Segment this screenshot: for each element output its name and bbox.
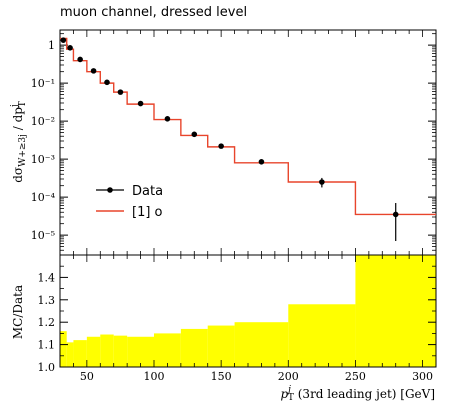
ratio-band-bin — [66, 342, 74, 367]
ratio-band-bin — [73, 340, 87, 367]
ratio-band-bin — [154, 333, 181, 367]
ratio-y-axis-label: MC/Data — [11, 285, 25, 339]
ratio-band-bin — [113, 335, 128, 367]
data-point — [77, 56, 83, 63]
data-point — [117, 89, 124, 95]
data-point — [164, 116, 171, 122]
x-tick-label: 250 — [345, 370, 366, 383]
ratio-band-bin — [234, 322, 289, 367]
x-tick-label: 150 — [211, 370, 232, 383]
data-point — [90, 68, 97, 74]
x-tick-label: 100 — [144, 370, 165, 383]
data-point — [392, 211, 399, 218]
main-y-axis-label: dσW+≥3j / dpjT — [10, 101, 28, 183]
ratio-band-bin — [127, 336, 154, 367]
ratio-y-tick-label: 1.1 — [38, 339, 56, 352]
ratio-y-tick-label: 1.4 — [38, 271, 56, 284]
data-point — [191, 131, 198, 138]
main-y-tick-label: 10⁻¹ — [31, 77, 55, 90]
legend: Data [1] o — [96, 184, 163, 220]
ratio-y-tick-label: 1.3 — [38, 294, 56, 307]
x-tick-label: 300 — [412, 370, 433, 383]
data-point — [60, 37, 67, 43]
legend-data-label: Data — [132, 184, 163, 199]
data-point — [258, 159, 265, 165]
data-points — [60, 37, 399, 242]
x-axis-label: pj T (3rd leading jet) [GeV] — [280, 385, 435, 403]
data-point — [104, 79, 110, 86]
ratio-y-tick-label: 1.2 — [38, 316, 56, 329]
main-y-tick-label: 10⁻³ — [31, 153, 55, 166]
ratio-band-bin — [180, 328, 208, 367]
legend-data-marker — [107, 187, 113, 193]
x-tick-label: 50 — [80, 370, 94, 383]
ratio-ticks: 1.0 1.1 1.2 1.3 1.4 50 100 150 200 250 300 — [38, 255, 436, 383]
ratio-band-bin — [86, 336, 101, 367]
chart-title: muon channel, dressed level — [60, 5, 247, 20]
main-y-tick-label: 1 — [48, 39, 55, 52]
data-point — [218, 143, 224, 149]
main-y-tick-label: 10⁻⁴ — [31, 191, 56, 204]
data-point — [137, 100, 144, 107]
main-plot-frame — [59, 29, 437, 256]
ratio-band-bin — [355, 255, 436, 367]
mc-step-line — [60, 37, 436, 216]
ratio-band-bin — [288, 304, 356, 367]
main-y-tick-label: 10⁻⁵ — [31, 229, 55, 242]
data-point — [67, 45, 73, 51]
ratio-band — [60, 255, 436, 367]
data-point — [319, 179, 325, 185]
main-y-ticks: 1 10⁻¹ 10⁻² 10⁻³ 10⁻⁴ 10⁻⁵ — [31, 30, 436, 256]
ratio-y-tick-label: 1.0 — [38, 361, 56, 374]
ratio-band-bin — [60, 331, 67, 367]
ratio-band-bin — [100, 334, 114, 367]
legend-mc-label: [1] o — [132, 205, 163, 220]
mc-histogram — [60, 37, 436, 216]
main-y-tick-label: 10⁻² — [31, 115, 55, 128]
x-tick-label: 200 — [278, 370, 299, 383]
